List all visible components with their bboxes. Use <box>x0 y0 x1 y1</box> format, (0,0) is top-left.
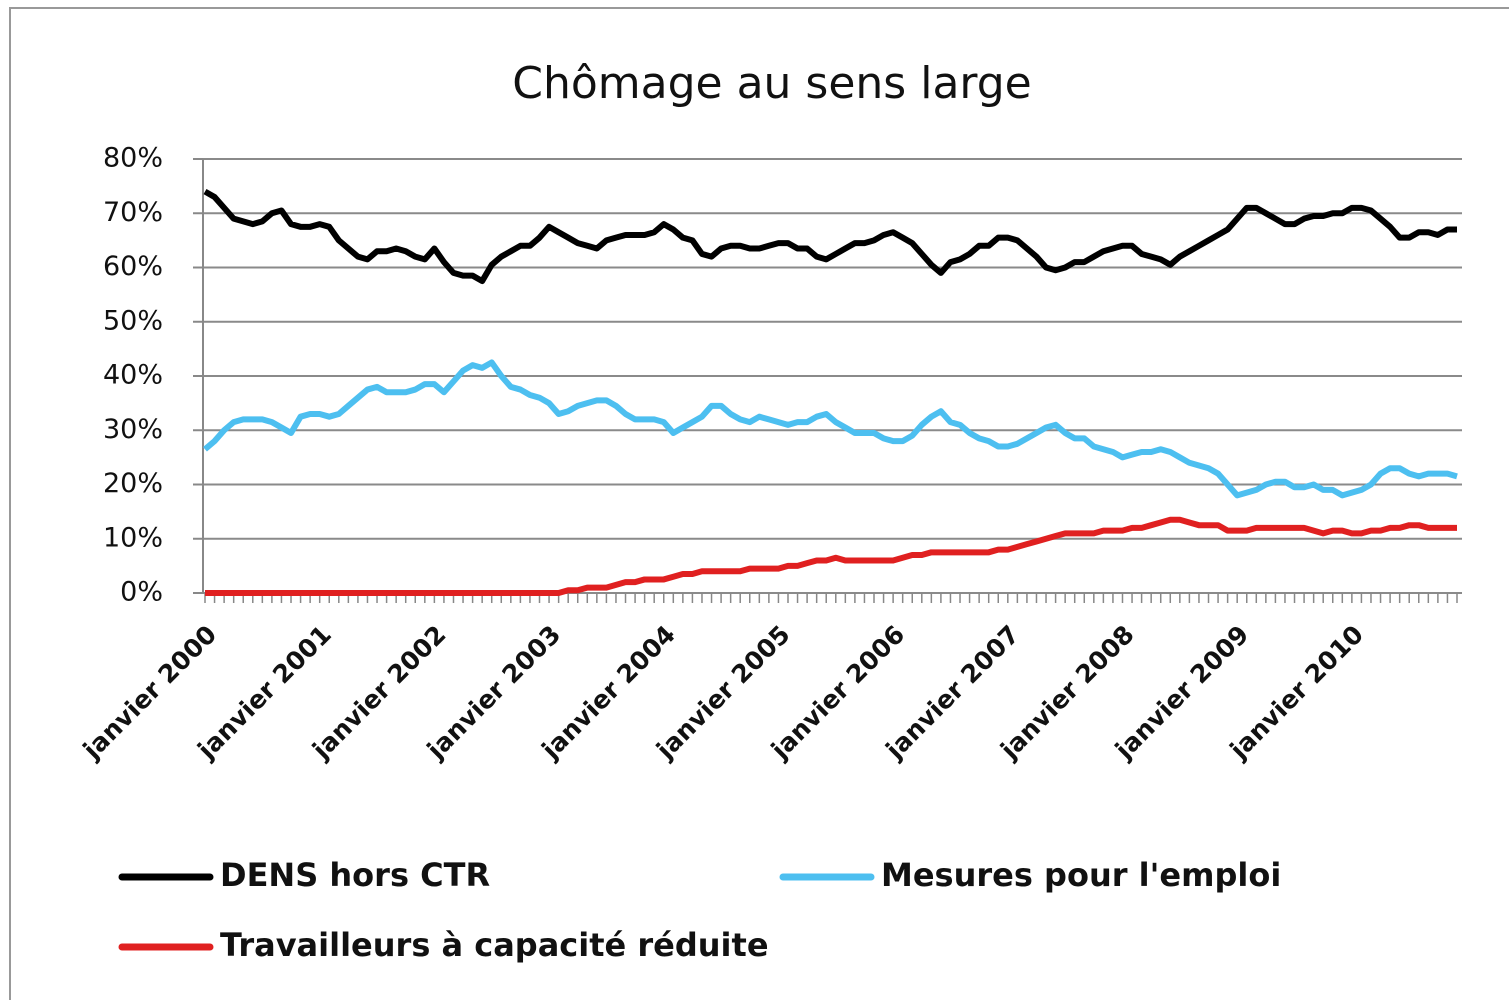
legend-label: DENS hors CTR <box>220 856 490 894</box>
legend-label: Travailleurs à capacité réduite <box>220 926 769 964</box>
frame <box>9 7 1509 1000</box>
chart-title: Chômage au sens large <box>512 58 1031 109</box>
series-line <box>205 516 1457 596</box>
y-tick-label: 50% <box>103 305 163 336</box>
y-tick-label: 40% <box>103 360 163 391</box>
y-tick-label: 80% <box>103 143 163 174</box>
legend-label: Mesures pour l'emploi <box>881 856 1281 894</box>
series-line <box>203 359 1458 499</box>
y-tick-label: 20% <box>103 468 163 499</box>
y-tick-label: 0% <box>120 577 163 608</box>
y-tick-label: 30% <box>103 414 163 445</box>
series-line <box>203 188 1457 285</box>
y-tick-label: 70% <box>103 197 163 228</box>
y-tick-label: 10% <box>103 522 163 553</box>
y-tick-label: 60% <box>103 251 163 282</box>
